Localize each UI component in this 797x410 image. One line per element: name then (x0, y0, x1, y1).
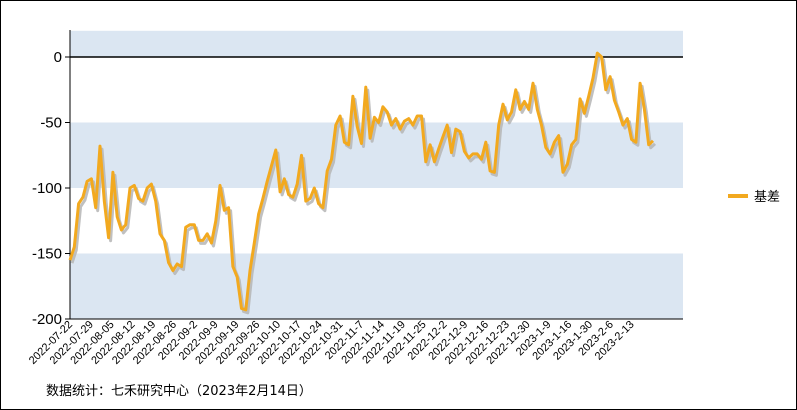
y-tick-label: -50 (40, 115, 62, 132)
y-tick-label: 0 (54, 49, 62, 66)
y-band-1 (70, 253, 683, 319)
x-tick-labels: 2022-07-222022-07-292022-08-052022-08-12… (27, 319, 637, 367)
y-band-2 (70, 30, 683, 57)
series-line-basis (68, 51, 655, 312)
legend: 基差 (728, 190, 780, 205)
y-tick-label: -100 (32, 180, 62, 197)
source-note: 数据统计：七禾研究中心（2023年2月14日） (46, 384, 312, 399)
legend-label: 基差 (754, 190, 780, 205)
y-tick-label: -150 (32, 246, 62, 263)
y-band-0 (70, 122, 683, 188)
y-bands (70, 30, 683, 319)
y-tick-labels: 0 -50 -100 -150 -200 (32, 49, 70, 328)
y-tick-label: -200 (32, 311, 62, 328)
